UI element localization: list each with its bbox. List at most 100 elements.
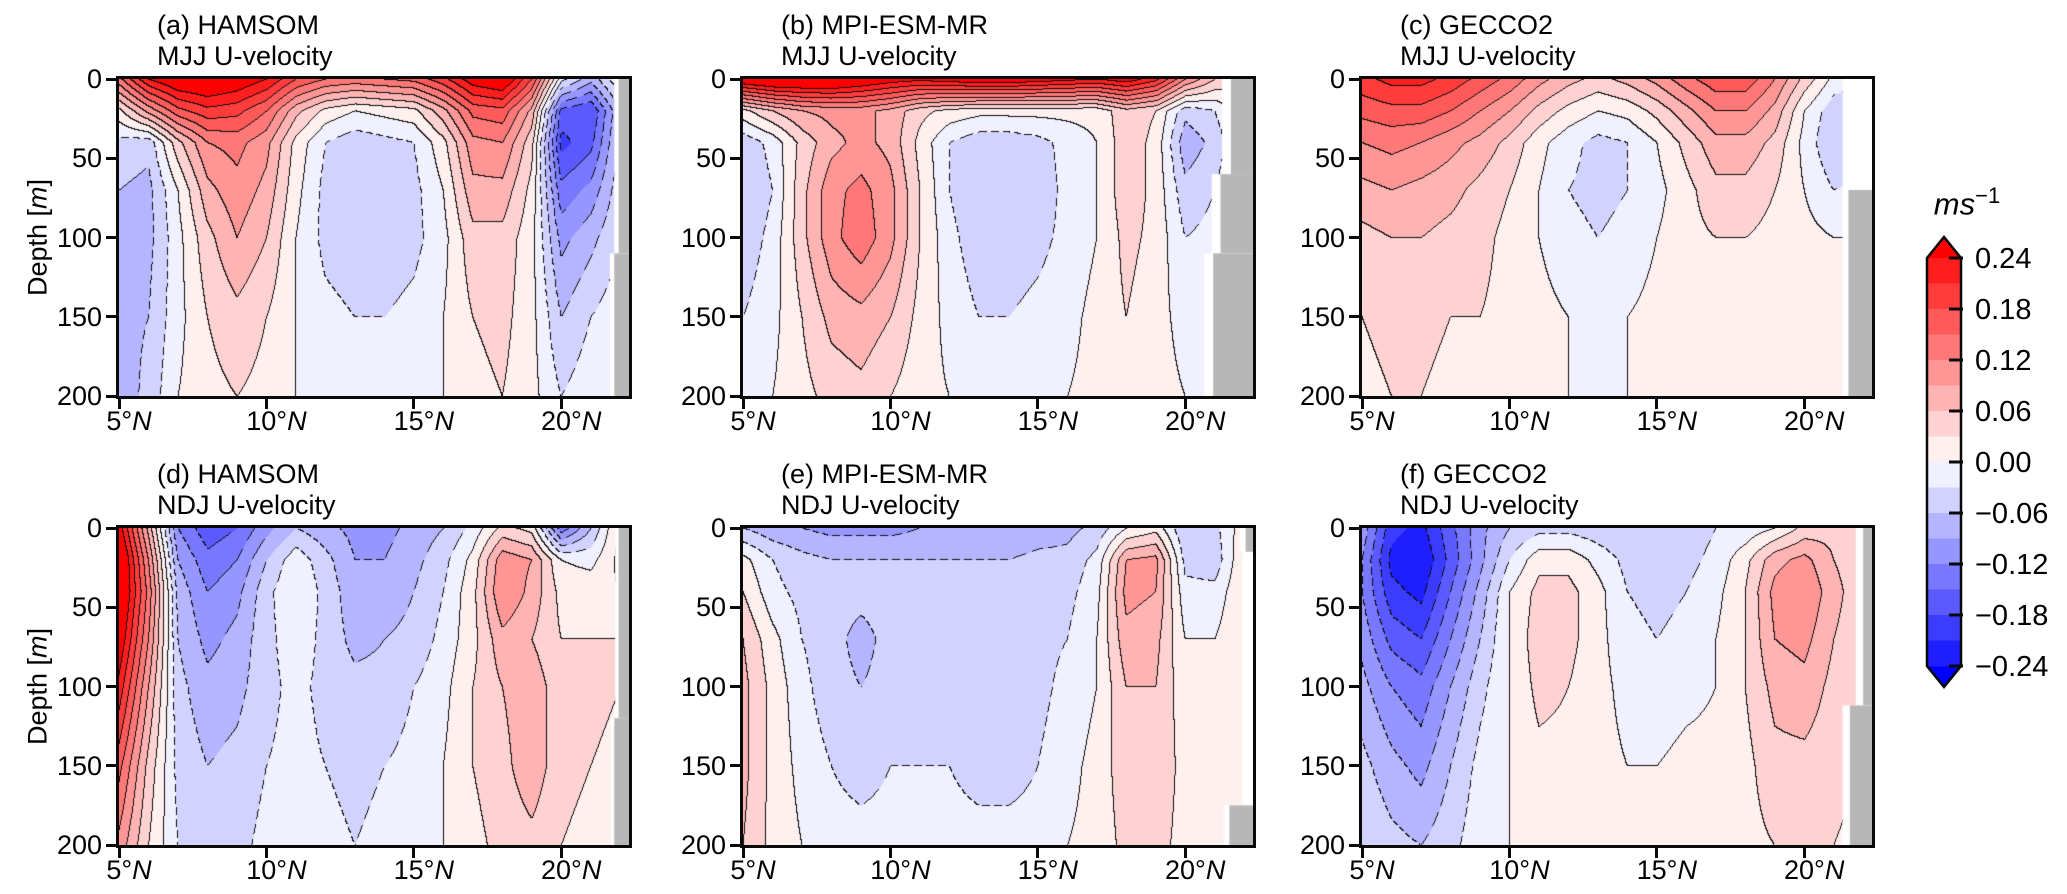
y-tick-label: 200 [1299, 830, 1345, 860]
y-tick-label: 150 [56, 750, 102, 781]
y-tick [106, 156, 116, 160]
panel-a-title: (a) HAMSOM MJJ U-velocity [157, 10, 333, 72]
colorbar-tick-label: −0.06 [1975, 498, 2048, 530]
panel-b-title-line2: MJJ U-velocity [781, 41, 957, 71]
y-tick-label: 100 [680, 222, 726, 253]
y-tick [730, 236, 740, 239]
y-tick-label: 100 [680, 671, 726, 702]
x-tick [1507, 848, 1511, 858]
x-tick-label: 20°N [1165, 406, 1226, 436]
panel-d-title-line2: NDJ U-velocity [157, 490, 336, 520]
y-tick [1349, 605, 1359, 609]
x-tick-label: 15°N [1636, 855, 1697, 885]
y-tick [1349, 764, 1359, 768]
x-tick-label: 20°N [1784, 855, 1845, 885]
x-tick-label: 5°N [106, 855, 152, 885]
colorbar-segment [1927, 283, 1961, 310]
x-tick-label: 5°N [730, 406, 776, 436]
x-tick-label: 20°N [1165, 855, 1226, 885]
x-tick-label: 15°N [1017, 406, 1078, 436]
y-tick [106, 394, 116, 398]
panel-c-title-line2: MJJ U-velocity [1400, 41, 1576, 71]
panel-d-title-line1: (d) HAMSOM [157, 459, 319, 489]
x-tick [1360, 848, 1364, 858]
y-tick-label: 150 [1299, 750, 1345, 781]
panel-a-title-line2: MJJ U-velocity [157, 41, 333, 71]
colorbar-arrow-high [1927, 237, 1961, 258]
panel-a-title-line1: (a) HAMSOM [157, 10, 319, 40]
y-tick [730, 315, 740, 319]
x-tick-label: 20°N [541, 406, 602, 436]
colorbar-tick-label: −0.18 [1975, 600, 2048, 632]
y-tick-label: 0 [86, 513, 102, 543]
x-tick-label: 10°N [1489, 406, 1550, 436]
y-tick-label: 50 [71, 592, 102, 623]
x-tick [1655, 399, 1659, 409]
y-tick [106, 236, 116, 239]
panel-e-title: (e) MPI-ESM-MR NDJ U-velocity [781, 459, 988, 521]
panel-f-title-line1: (f) GECCO2 [1400, 459, 1548, 489]
y-tick-label: 0 [1329, 513, 1345, 543]
colorbar-arrow-low [1927, 666, 1961, 687]
x-tick-label: 20°N [1784, 406, 1845, 436]
y-tick [1349, 843, 1359, 847]
y-tick-label: 200 [680, 381, 726, 411]
colorbar-segment [1927, 334, 1961, 361]
colorbar-segment [1927, 258, 1961, 284]
x-tick [412, 848, 416, 858]
colorbar-segment [1927, 411, 1961, 437]
panel-b-title-line1: (b) MPI-ESM-MR [781, 10, 988, 40]
y-tick [730, 685, 740, 688]
y-tick-label: 50 [1314, 143, 1345, 174]
x-tick-label: 5°N [1349, 855, 1395, 885]
colorbar-segment [1927, 589, 1961, 616]
x-tick [1036, 848, 1040, 858]
y-tick-label: 150 [680, 750, 726, 781]
y-tick [730, 843, 740, 847]
x-tick-label: 5°N [730, 855, 776, 885]
y-tick [1349, 394, 1359, 398]
colorbar-tick-label: −0.12 [1975, 549, 2048, 581]
x-tick-label: 10°N [246, 406, 307, 436]
x-tick [1183, 399, 1187, 409]
y-tick-label: 50 [71, 143, 102, 174]
colorbar-segment [1927, 385, 1961, 412]
x-tick [1802, 399, 1806, 409]
y-tick [106, 685, 116, 688]
panel-b-title: (b) MPI-ESM-MR MJJ U-velocity [781, 10, 988, 72]
colorbar-segment [1927, 513, 1961, 539]
y-tick [1349, 77, 1359, 81]
y-tick [730, 764, 740, 768]
x-tick [412, 399, 416, 409]
y-tick-label: 50 [1314, 592, 1345, 623]
y-tick [106, 605, 116, 609]
x-tick [264, 399, 268, 409]
x-tick [1036, 399, 1040, 409]
y-tick [106, 843, 116, 847]
y-tick-label: 100 [56, 671, 102, 702]
y-tick [106, 315, 116, 319]
x-tick [117, 848, 121, 858]
panel-a-contour-field [119, 79, 629, 396]
x-tick-label: 10°N [870, 406, 931, 436]
x-tick [741, 848, 745, 858]
panel-f-contour-field [1362, 528, 1872, 845]
x-tick-label: 15°N [1636, 406, 1697, 436]
panel-c-title: (c) GECCO2 MJJ U-velocity [1400, 10, 1576, 72]
colorbar-segment [1927, 309, 1961, 335]
y-tick [1349, 315, 1359, 319]
y-tick-label: 0 [86, 64, 102, 94]
colorbar-segment [1927, 615, 1961, 641]
y-tick [1349, 526, 1359, 530]
y-tick [106, 764, 116, 768]
y-tick-label: 0 [710, 513, 726, 543]
x-tick [1507, 399, 1511, 409]
y-tick [730, 526, 740, 530]
panel-c-contour-field [1362, 79, 1872, 396]
panel-b-contour-field [743, 79, 1253, 396]
y-tick-label: 50 [695, 592, 726, 623]
colorbar-unit-label: ms−1 [1933, 183, 2001, 222]
colorbar-segment [1927, 436, 1961, 463]
colorbar-segment [1927, 564, 1961, 590]
x-tick-label: 15°N [1017, 855, 1078, 885]
